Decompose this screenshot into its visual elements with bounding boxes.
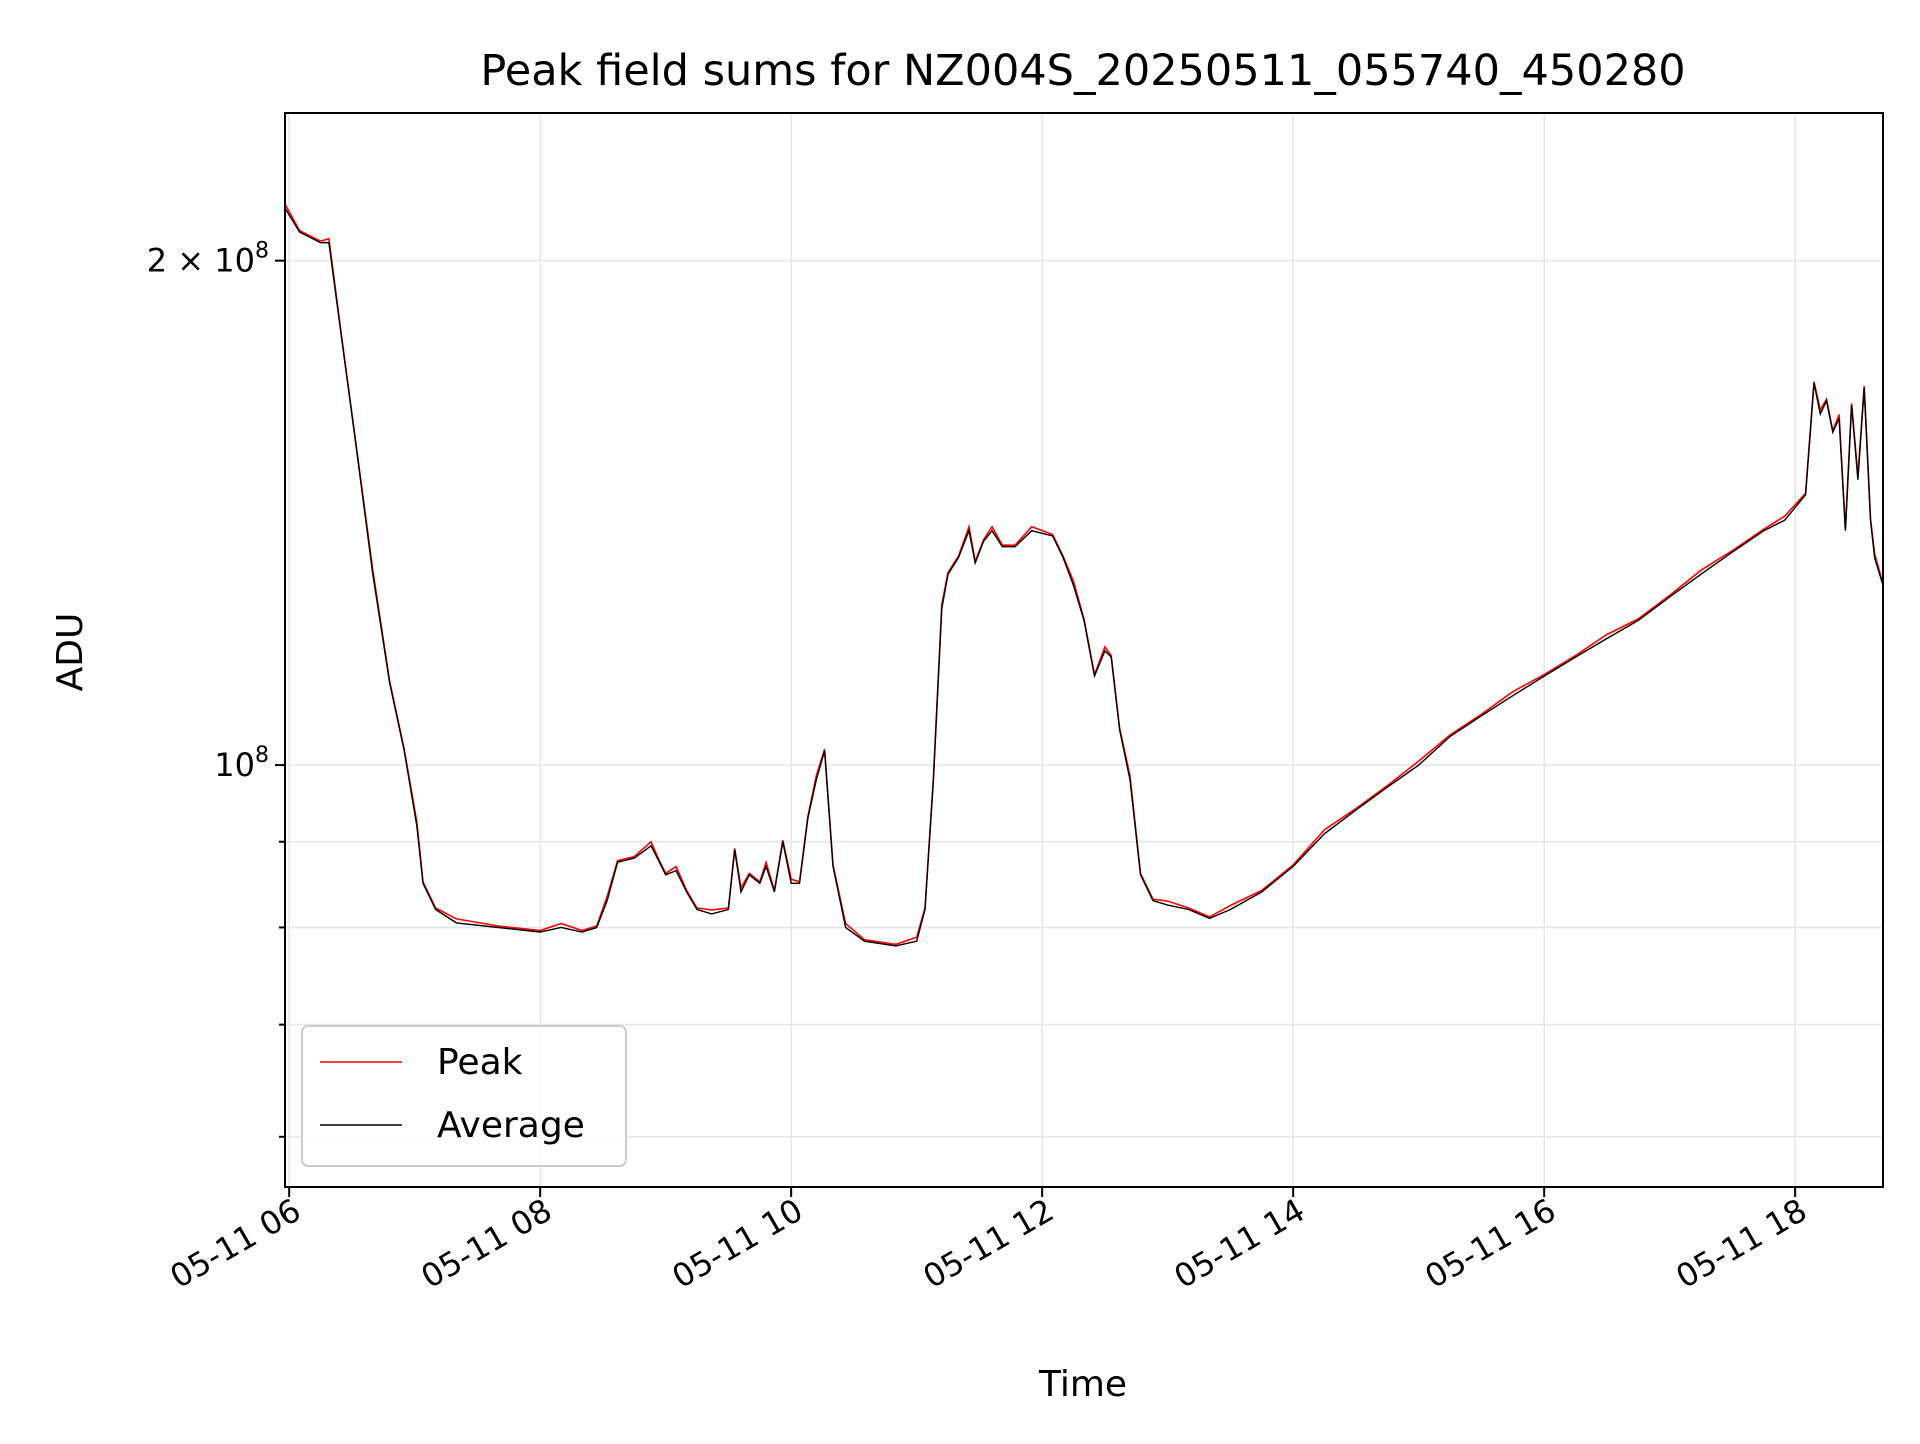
grid: [285, 113, 1883, 1187]
legend-peak-label: Peak: [437, 1042, 523, 1083]
y-axis-label: ADU: [50, 613, 91, 692]
plot-area: [285, 203, 1883, 947]
legend: Peak Average: [301, 1025, 627, 1167]
axes-frame: [284, 112, 1884, 1188]
peak-series-line: [285, 203, 1883, 946]
legend-average-label: Average: [437, 1105, 585, 1146]
x-axis-label: Time: [1038, 1364, 1127, 1405]
y-tick-label: 2 × 108: [147, 239, 269, 280]
chart-title: Peak field sums for NZ004S_20250511_0557…: [480, 46, 1685, 96]
average-series-line: [285, 207, 1883, 947]
y-tick-label: 108: [214, 743, 269, 784]
